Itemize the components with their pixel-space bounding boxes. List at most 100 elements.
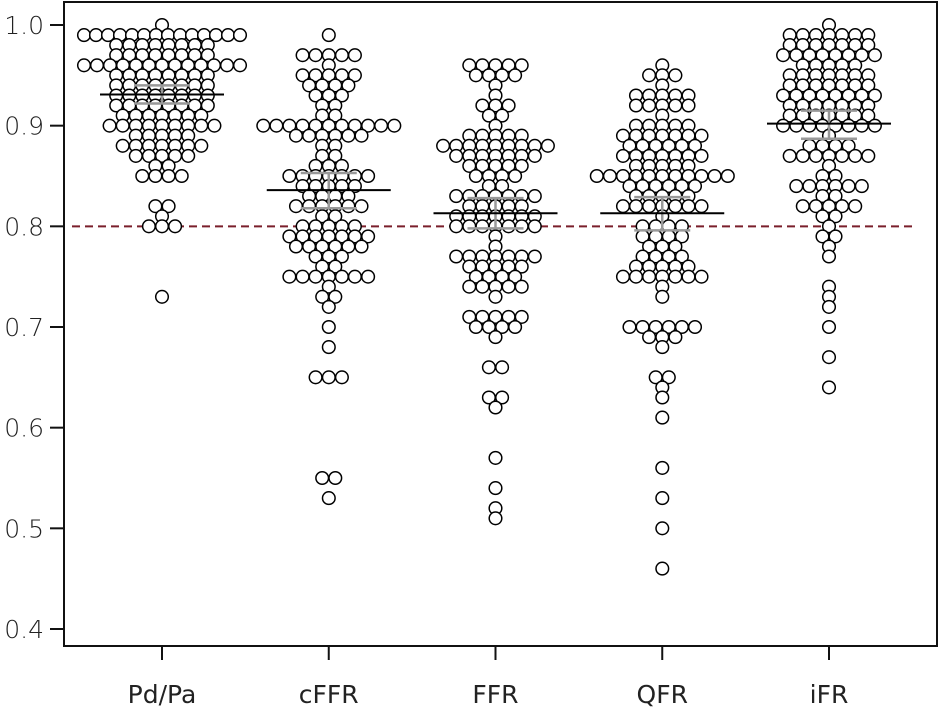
- data-point-ffr: [527, 219, 542, 234]
- data-point-ifr: [861, 38, 876, 53]
- data-point-ifr: [821, 319, 837, 335]
- data-point-pd-pa: [174, 168, 189, 184]
- data-point-ffr: [468, 68, 483, 83]
- data-point-ffr: [468, 319, 483, 335]
- data-point-cffr: [321, 370, 336, 385]
- data-point-pd-pa: [194, 138, 209, 153]
- data-point-ffr: [436, 138, 451, 153]
- data-point-qfr: [661, 370, 676, 385]
- x-category-label: FFR: [472, 680, 518, 709]
- data-point-cffr: [361, 168, 376, 184]
- data-point-cffr: [347, 68, 362, 83]
- data-point-qfr: [687, 319, 703, 335]
- data-point-cffr: [328, 470, 343, 486]
- data-point-qfr: [668, 98, 683, 113]
- data-point-ifr: [776, 48, 791, 63]
- data-point-pd-pa: [154, 17, 170, 33]
- data-point-ifr: [828, 229, 843, 244]
- data-point-ffr: [468, 168, 483, 184]
- data-point-ffr: [501, 279, 516, 294]
- x-category-label: iFR: [810, 680, 849, 709]
- data-point-ffr: [488, 481, 503, 496]
- data-point-ifr: [854, 118, 869, 133]
- data-point-ffr: [488, 289, 503, 304]
- data-point-qfr: [642, 269, 657, 284]
- data-point-ffr: [527, 148, 542, 163]
- data-point-ifr: [789, 118, 804, 133]
- data-point-cffr: [328, 209, 343, 224]
- data-point-qfr: [615, 148, 631, 163]
- data-point-pd-pa: [115, 138, 130, 153]
- data-point-pd-pa: [148, 168, 163, 184]
- data-point-ffr: [495, 360, 510, 375]
- data-point-cffr: [354, 128, 369, 143]
- data-point-ifr: [861, 78, 876, 93]
- data-point-pd-pa: [194, 118, 209, 133]
- data-point-qfr: [628, 269, 644, 284]
- data-point-pd-pa: [220, 28, 236, 43]
- data-point-ffr: [508, 168, 523, 184]
- data-point-ffr: [514, 58, 529, 73]
- data-point-ifr: [841, 179, 856, 194]
- data-point-ifr: [854, 179, 869, 194]
- data-point-qfr: [668, 330, 683, 345]
- data-point-cffr: [288, 199, 304, 214]
- data-point-cffr: [387, 118, 402, 133]
- data-point-cffr: [341, 199, 356, 214]
- data-point-qfr: [694, 128, 709, 143]
- data-point-qfr: [642, 68, 657, 83]
- data-point-ifr: [841, 118, 856, 133]
- data-point-ffr: [462, 279, 477, 294]
- data-point-cffr: [269, 118, 284, 133]
- y-tick-label: 0.7: [4, 313, 44, 342]
- data-point-cffr: [328, 289, 343, 304]
- data-point-ffr: [495, 179, 510, 194]
- data-point-cffr: [295, 48, 310, 63]
- data-point-ffr: [488, 450, 503, 465]
- data-point-cffr: [288, 128, 304, 143]
- data-point-ffr: [488, 400, 503, 415]
- data-point-ifr: [795, 148, 810, 163]
- data-point-ffr: [475, 219, 490, 234]
- data-point-ifr: [835, 148, 850, 163]
- data-point-ffr: [475, 279, 490, 294]
- data-point-ffr: [501, 219, 516, 234]
- data-point-ifr: [848, 199, 863, 214]
- data-point-qfr: [668, 269, 683, 284]
- data-point-ffr: [514, 279, 529, 294]
- data-point-cffr: [341, 128, 356, 143]
- data-point-cffr: [334, 370, 349, 385]
- data-point-qfr: [694, 199, 709, 214]
- data-point-cffr: [308, 269, 323, 284]
- data-point-pd-pa: [232, 28, 248, 43]
- data-point-pd-pa: [161, 168, 176, 184]
- data-point-ffr: [514, 259, 529, 274]
- data-point-pd-pa: [115, 118, 130, 133]
- data-point-pd-pa: [161, 199, 176, 214]
- x-category-label: cFFR: [299, 680, 359, 709]
- data-point-ifr: [821, 299, 837, 314]
- data-point-qfr: [642, 98, 657, 113]
- data-point-qfr: [655, 561, 670, 576]
- data-point-pd-pa: [181, 148, 196, 163]
- data-point-qfr: [707, 168, 722, 184]
- data-point-pd-pa: [141, 219, 156, 234]
- data-point-cffr: [282, 269, 297, 284]
- data-point-ifr: [802, 179, 817, 194]
- data-point-ifr: [802, 118, 817, 133]
- data-point-pd-pa: [76, 28, 92, 43]
- data-point-qfr: [655, 390, 670, 405]
- data-point-ifr: [821, 380, 837, 395]
- data-point-qfr: [694, 269, 709, 284]
- data-point-pd-pa: [200, 98, 215, 113]
- data-point-ffr: [540, 138, 555, 153]
- data-point-cffr: [315, 470, 330, 486]
- y-axis: 0.4 0.5 0.6 0.7 0.8 0.9 1.0: [4, 11, 64, 644]
- y-tick-label: 0.9: [4, 112, 44, 141]
- data-point-ifr: [821, 350, 837, 365]
- data-point-ffr: [488, 330, 503, 345]
- data-point-cffr: [354, 239, 369, 254]
- data-point-qfr: [687, 138, 703, 153]
- data-point-qfr: [668, 239, 683, 254]
- data-point-qfr: [655, 340, 670, 355]
